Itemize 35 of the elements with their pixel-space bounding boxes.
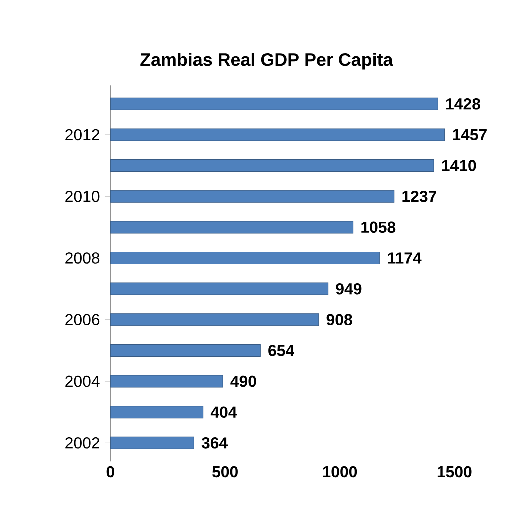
- x-tick-label: 500: [212, 466, 238, 478]
- chart-title: Zambias Real GDP Per Capita: [140, 53, 394, 70]
- data-label: 404: [210, 406, 238, 418]
- y-tick-label: 2004: [66, 376, 100, 388]
- bar: [110, 252, 380, 265]
- data-label: 490: [230, 376, 256, 388]
- bar: [110, 128, 446, 142]
- x-tick-label: 1500: [438, 466, 472, 478]
- bar: [110, 436, 194, 450]
- x-tick-label: 0: [106, 466, 114, 478]
- y-tick-label: 2006: [66, 314, 100, 326]
- bar: [110, 406, 204, 419]
- y-tick-label: 2010: [66, 190, 100, 202]
- data-label: 1174: [388, 252, 422, 264]
- data-label: 1058: [362, 222, 396, 234]
- y-tick-label: 2012: [66, 129, 100, 141]
- bar: [110, 282, 329, 296]
- data-label: 1410: [442, 160, 476, 172]
- y-tick-label: 2008: [66, 252, 100, 264]
- data-label: 1457: [453, 129, 487, 141]
- x-tick-label: 1000: [323, 466, 358, 478]
- data-label: 908: [326, 314, 352, 326]
- bar: [110, 221, 354, 234]
- bar: [110, 190, 395, 203]
- bar: [110, 314, 320, 326]
- data-label: 949: [336, 283, 362, 295]
- bar: [110, 375, 224, 388]
- data-label: 654: [268, 345, 295, 356]
- data-label: 1237: [402, 190, 436, 202]
- data-label: 1428: [446, 98, 480, 110]
- bar: [110, 98, 438, 110]
- bar: [110, 160, 434, 172]
- bar: [110, 344, 261, 357]
- data-label: 364: [202, 438, 228, 449]
- y-tick-label: 2002: [66, 438, 100, 449]
